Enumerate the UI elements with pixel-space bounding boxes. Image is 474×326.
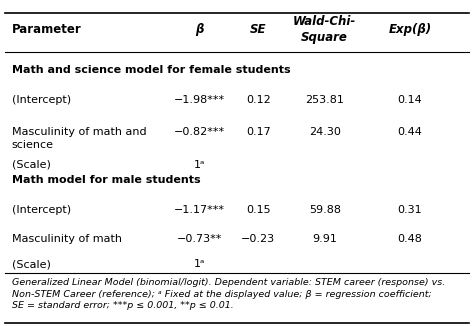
- Text: −0.82***: −0.82***: [173, 127, 225, 137]
- Text: Math model for male students: Math model for male students: [12, 175, 201, 185]
- Text: Math and science model for female students: Math and science model for female studen…: [12, 65, 291, 75]
- Text: 0.44: 0.44: [398, 127, 422, 137]
- Text: 0.31: 0.31: [398, 205, 422, 215]
- Text: 9.91: 9.91: [312, 234, 337, 244]
- Text: (Scale): (Scale): [12, 259, 51, 269]
- Text: (Intercept): (Intercept): [12, 205, 71, 215]
- Text: Masculinity of math and
science: Masculinity of math and science: [12, 127, 146, 150]
- Text: SE: SE: [250, 23, 266, 36]
- Text: Masculinity of math: Masculinity of math: [12, 234, 122, 244]
- Text: Exp(β): Exp(β): [389, 23, 431, 36]
- Text: −1.17***: −1.17***: [173, 205, 225, 215]
- Text: −0.73**: −0.73**: [176, 234, 222, 244]
- Text: −1.98***: −1.98***: [173, 95, 225, 105]
- Text: Parameter: Parameter: [12, 23, 82, 36]
- Text: Wald-Chi-
Square: Wald-Chi- Square: [293, 15, 356, 44]
- Text: 0.12: 0.12: [246, 95, 271, 105]
- Text: 59.88: 59.88: [309, 205, 341, 215]
- Text: 0.48: 0.48: [398, 234, 422, 244]
- Text: 1ᵃ: 1ᵃ: [193, 160, 205, 170]
- Text: 0.14: 0.14: [398, 95, 422, 105]
- Text: Generalized Linear Model (binomial/logit). Dependent variable: STEM career (resp: Generalized Linear Model (binomial/logit…: [12, 278, 445, 310]
- Text: (Scale): (Scale): [12, 160, 51, 170]
- Text: β: β: [195, 23, 203, 36]
- Text: 0.17: 0.17: [246, 127, 271, 137]
- Text: (Intercept): (Intercept): [12, 95, 71, 105]
- Text: 253.81: 253.81: [305, 95, 344, 105]
- Text: −0.23: −0.23: [241, 234, 275, 244]
- Text: 24.30: 24.30: [309, 127, 341, 137]
- Text: 1ᵃ: 1ᵃ: [193, 259, 205, 269]
- Text: 0.15: 0.15: [246, 205, 271, 215]
